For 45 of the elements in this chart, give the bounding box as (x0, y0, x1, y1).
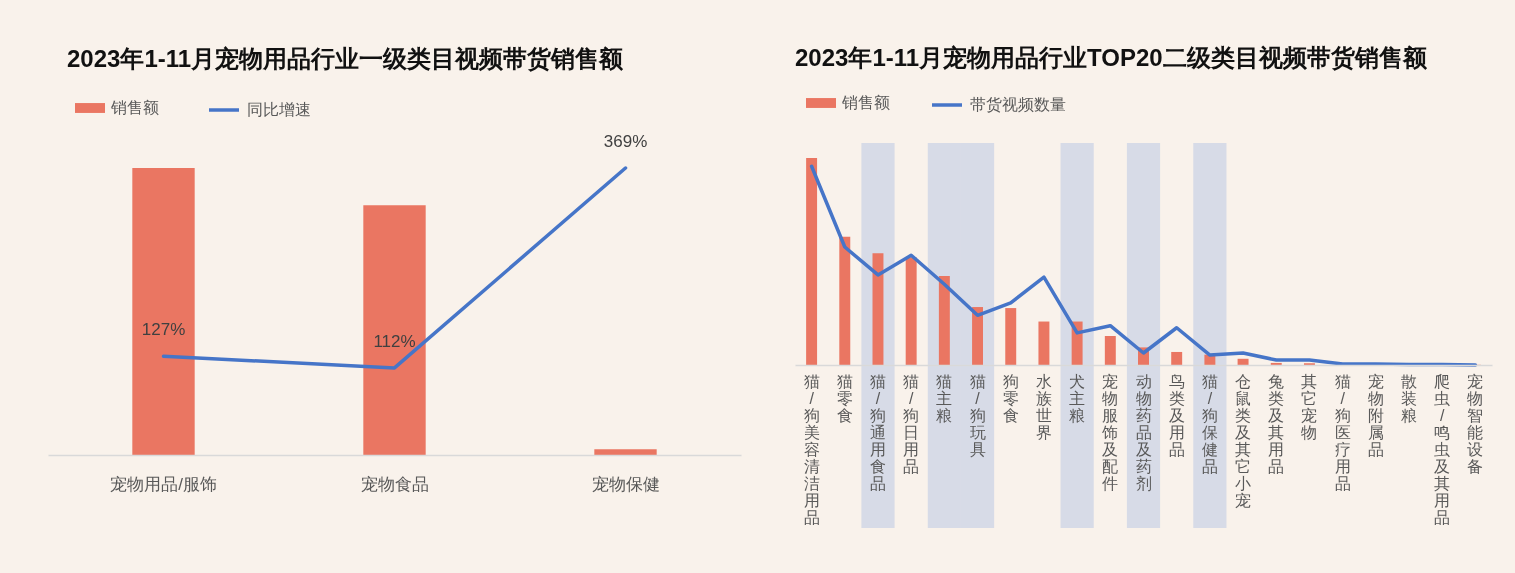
x-tick-label: 其它宠物 (1301, 372, 1318, 441)
bar (1104, 336, 1116, 365)
x-tick-label: 鸟类及用品 (1168, 372, 1185, 458)
bar (905, 257, 917, 365)
bar (1171, 351, 1183, 365)
x-tick-label: 宠物附属品 (1367, 372, 1384, 458)
bar (1237, 358, 1249, 365)
legend-label: 同比增速 (247, 101, 311, 118)
x-tick-label: 猫/狗玩具 (969, 372, 986, 458)
bar (972, 307, 984, 365)
x-tick-label: 犬主粮 (1069, 372, 1086, 424)
x-tick-label: 猫/狗日用品 (903, 372, 920, 475)
legend-label: 销售额 (110, 99, 159, 116)
bar (1038, 321, 1050, 365)
x-tick-label: 动物药品及药剂 (1135, 372, 1152, 492)
x-tick-label: 宠物服饰及配件 (1101, 372, 1119, 492)
x-tick-label: 猫零食 (836, 372, 853, 424)
legend-label: 带货视频数量 (970, 96, 1066, 113)
x-tick-label: 宠物食品 (360, 474, 429, 494)
x-tick-label: 猫/狗保健品 (1201, 372, 1218, 475)
x-tick-label: 散装粮 (1401, 372, 1418, 424)
bar (872, 253, 884, 365)
legend-label: 销售额 (841, 94, 890, 111)
data-label: 369% (603, 132, 648, 151)
data-label: 112% (373, 331, 416, 351)
bar (938, 275, 950, 365)
x-tick-label: 水族世界 (1035, 372, 1052, 441)
x-tick-label: 猫/狗通用食品 (869, 372, 886, 492)
x-tick-label: 猫/狗医疗用品 (1334, 372, 1351, 492)
category-label: 爬虫/鸣虫及其用品 (1434, 372, 1451, 526)
x-tick-label: 宠物保健 (591, 474, 660, 494)
bar (839, 236, 851, 365)
x-tick-label: 狗零食 (1002, 372, 1019, 424)
x-tick-label: 兔类及其用品 (1268, 372, 1285, 475)
x-tick-label: 仓鼠类及其它小宠 (1235, 372, 1252, 509)
bar (806, 158, 818, 365)
chart-title: 2023年1-11月宠物用品行业TOP20二级类目视频带货销售额 (795, 44, 1428, 71)
x-tick-label: 猫主粮 (936, 372, 953, 424)
chart-title: 2023年1-11月宠物用品行业一级类目视频带货销售额 (67, 45, 625, 72)
data-label: 127% (141, 320, 186, 340)
x-tick-label: 宠物用品/服饰 (110, 474, 217, 494)
bar (1270, 362, 1282, 365)
x-tick-label: 宠物智能设备 (1467, 372, 1484, 475)
bar (1005, 308, 1017, 365)
category-label: 猫/狗美容清洁用品 (803, 372, 820, 526)
